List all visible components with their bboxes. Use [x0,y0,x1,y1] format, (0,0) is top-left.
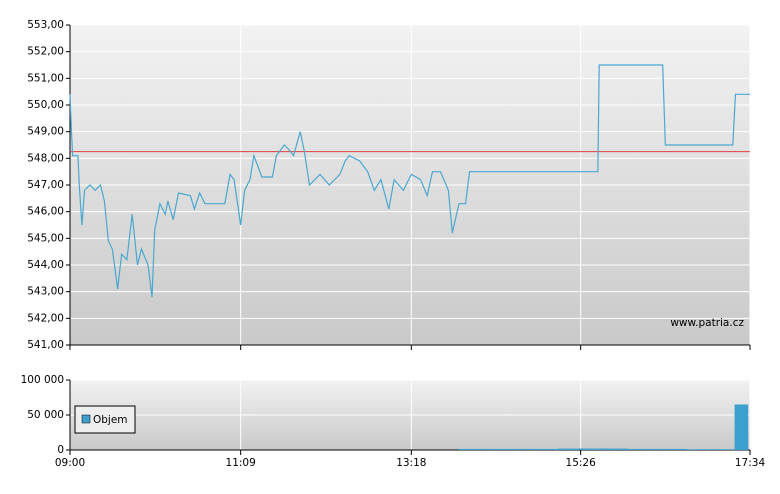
y-tick-label: 50 000 [27,409,64,421]
y-tick-label: 552,00 [27,46,64,58]
y-tick-label: 548,00 [27,152,64,164]
y-tick-label: 541,00 [27,339,64,351]
volume-bar [734,404,742,450]
volume-bar [537,448,568,450]
legend: Objem [74,405,136,434]
volume-bar [557,448,588,450]
price-line [69,64,750,298]
volume-bar [518,448,549,450]
x-tick-label: 15:26 [566,457,597,469]
volume-bar [458,448,489,450]
y-tick-label: 542,00 [27,312,64,324]
volume-bar [656,448,687,450]
y-tick-label: 546,00 [27,206,64,218]
x-tick-label: 17:34 [735,457,766,469]
volume-bar [741,404,749,450]
y-tick-label: 544,00 [27,259,64,271]
y-tick-label: 550,00 [27,99,64,111]
y-tick-label: 543,00 [27,286,64,298]
legend-swatch [81,414,91,424]
volume-bar [617,448,648,450]
y-tick-label: 549,00 [27,126,64,138]
y-tick-label: 0 [57,444,64,456]
volume-bar [577,448,608,450]
watermark: www.patria.cz [670,317,744,329]
y-tick-label: 100 000 [21,374,64,386]
x-tick-label: 09:00 [55,457,85,469]
legend-label: Objem [93,414,128,426]
volume-bar [709,449,740,450]
volume-bar [498,448,529,450]
volume-bar [676,449,707,450]
volume-bar [597,448,628,450]
y-tick-label: 553,00 [27,19,64,31]
volume-bar [637,448,668,450]
volume-bar [478,448,509,450]
y-tick-label: 547,00 [27,179,64,191]
y-tick-label: 551,00 [27,72,64,84]
x-tick-label: 11:09 [226,457,256,469]
x-tick-label: 13:18 [396,457,426,469]
y-tick-label: 545,00 [27,232,64,244]
